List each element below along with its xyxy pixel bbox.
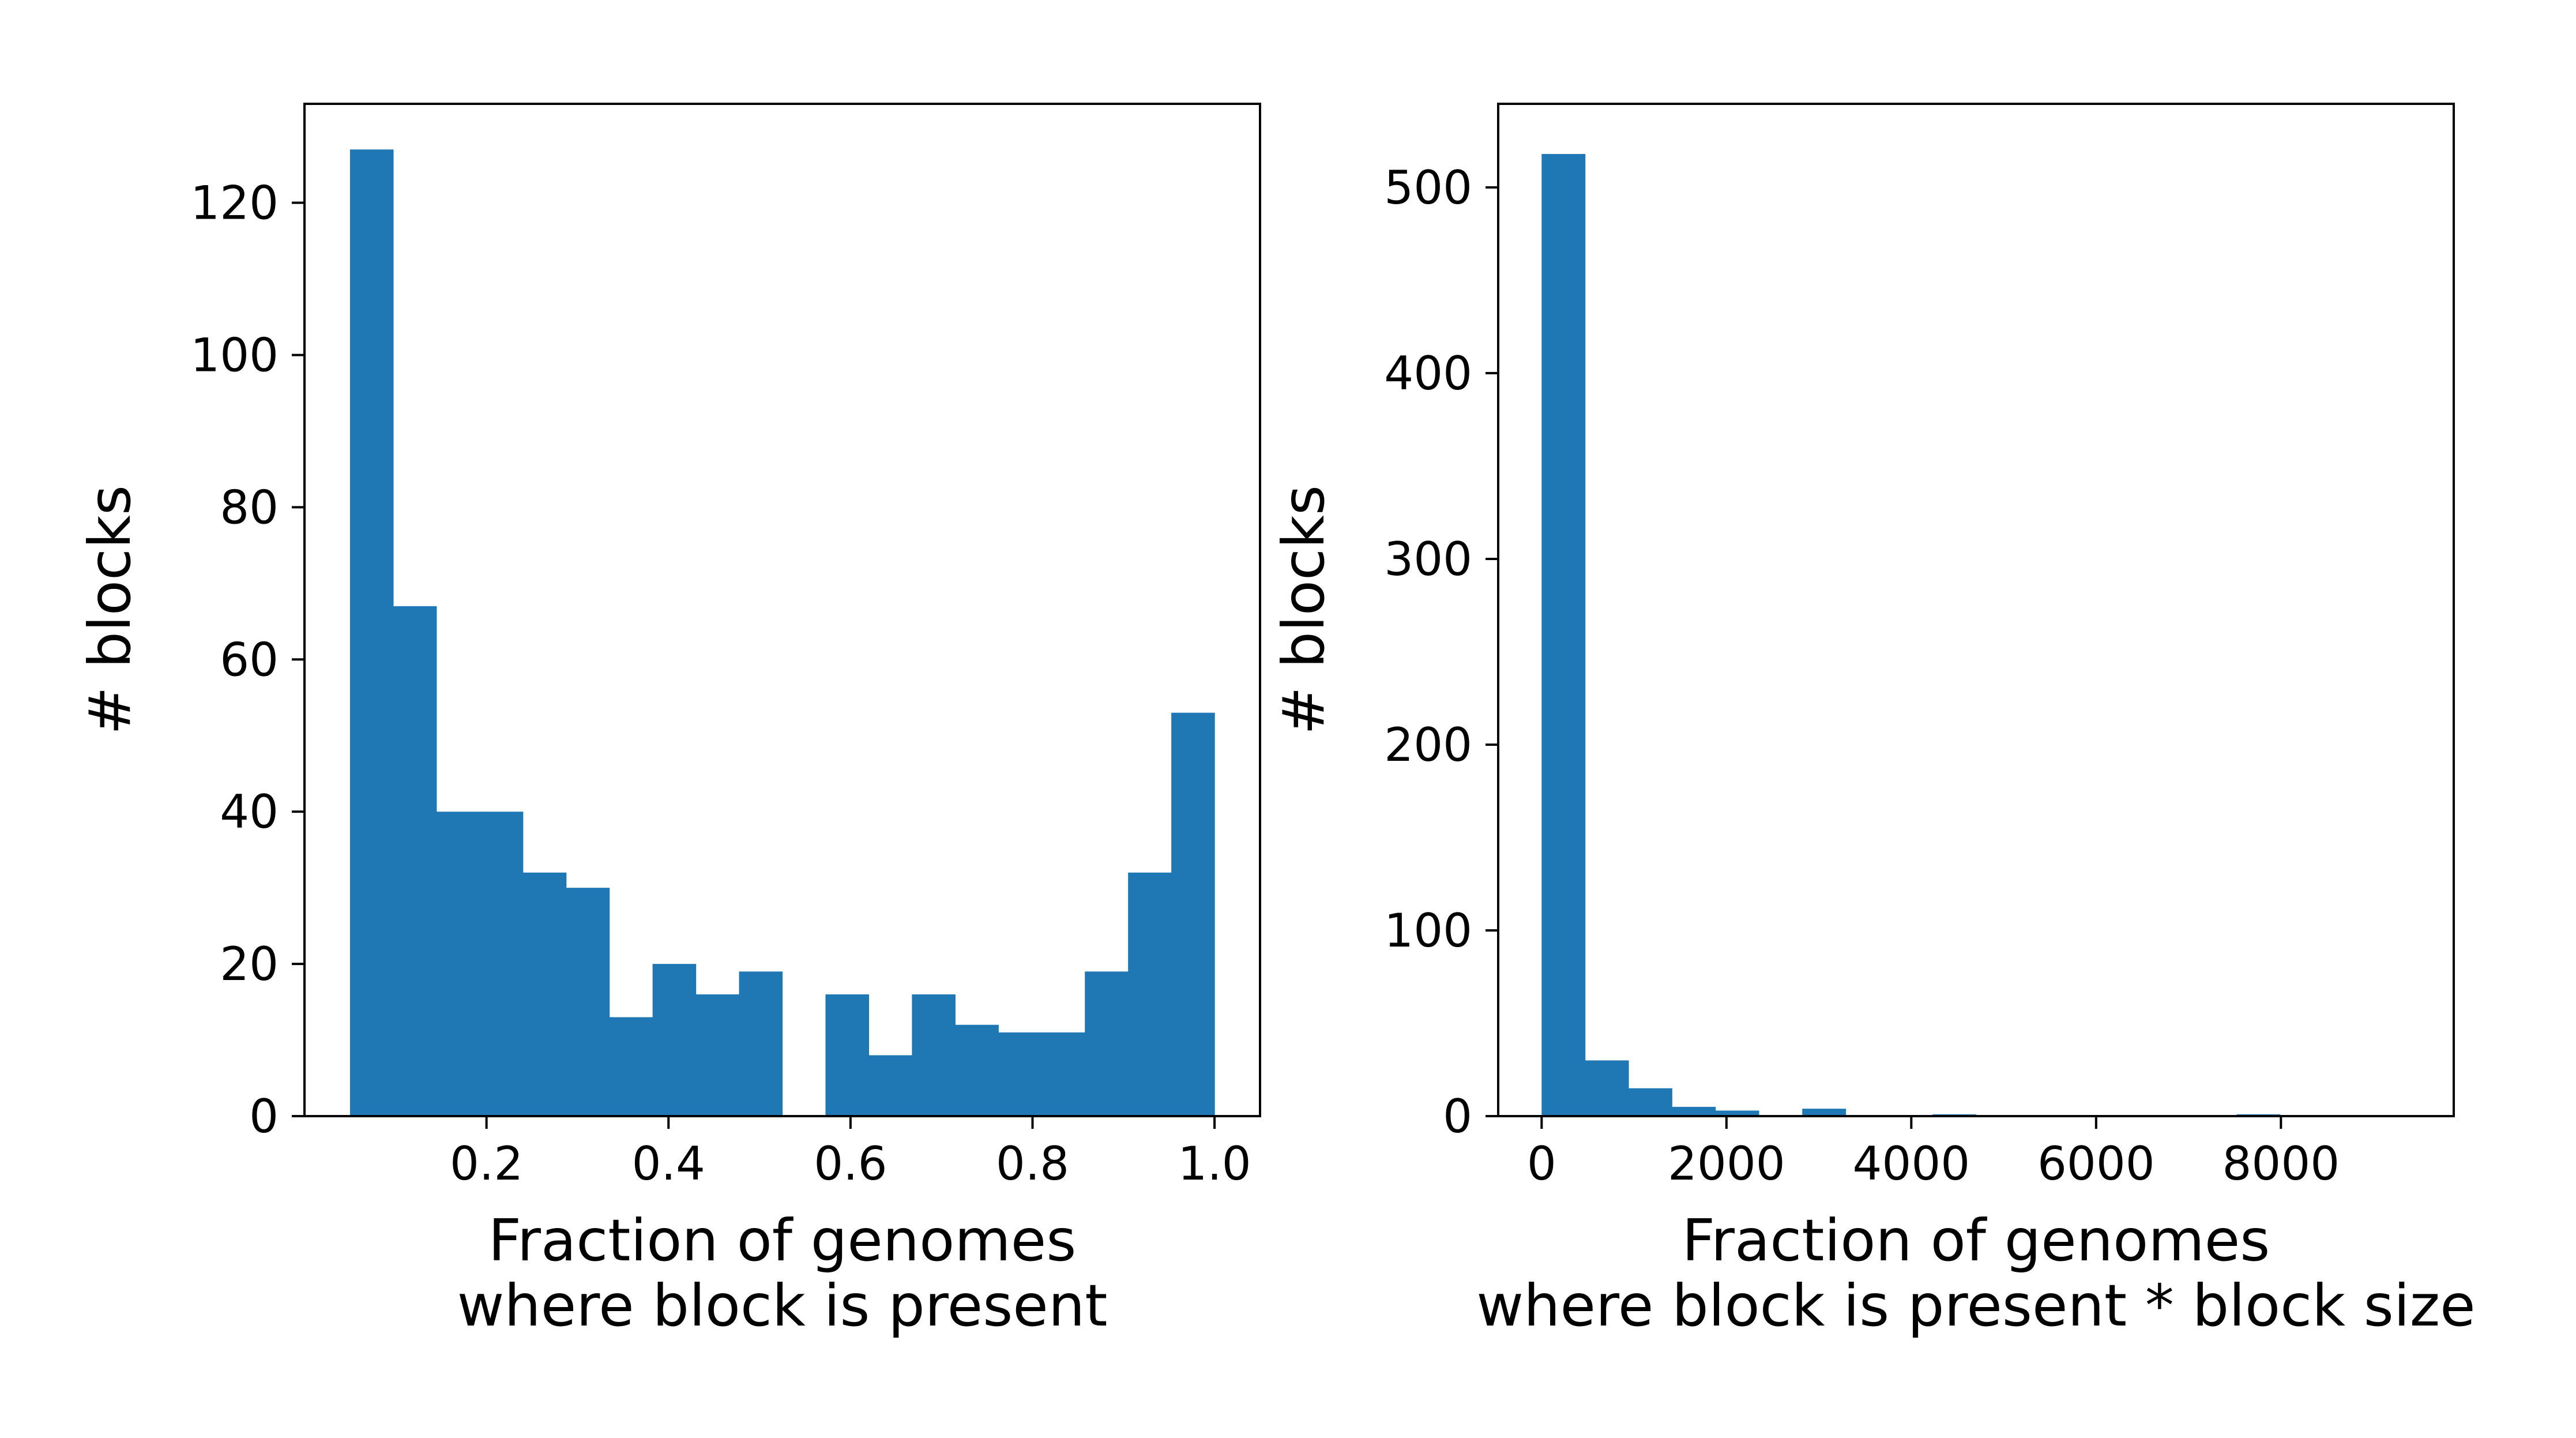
x-tick-label: 0.6 bbox=[814, 1137, 887, 1191]
bars bbox=[1541, 153, 2281, 1116]
x-axis-label: Fraction of genomes bbox=[488, 1207, 1077, 1274]
y-tick-label: 500 bbox=[1384, 161, 1472, 215]
y-tick-label: 120 bbox=[190, 177, 279, 230]
histogram-bar bbox=[955, 1024, 999, 1116]
histogram-bar bbox=[1085, 971, 1129, 1116]
y-tick-label: 100 bbox=[1384, 904, 1472, 958]
histogram-bar bbox=[695, 994, 740, 1116]
histogram-bar bbox=[739, 971, 783, 1116]
y-tick-label: 200 bbox=[1384, 718, 1472, 772]
histogram-bar bbox=[479, 812, 524, 1116]
y-axis-label: # blocks bbox=[1270, 485, 1337, 735]
histogram-bar bbox=[1672, 1106, 1716, 1116]
left-histogram-panel: 0.2 0.4 0.6 0.8 1.0 0 20 40 60 80 100 120 Fraction o… bbox=[76, 103, 1261, 1339]
y-tick-label: 80 bbox=[220, 480, 279, 534]
bars bbox=[349, 149, 1215, 1116]
x-axis-label: where block is present bbox=[457, 1272, 1108, 1339]
histogram-bar bbox=[912, 994, 956, 1116]
histogram-bar bbox=[652, 964, 697, 1116]
histogram-bar bbox=[393, 606, 437, 1116]
y-tick-label: 60 bbox=[220, 633, 279, 686]
histogram-bar bbox=[1585, 1060, 1629, 1116]
histogram-bar bbox=[1171, 712, 1215, 1116]
histogram-bar bbox=[998, 1032, 1042, 1116]
axes-frame bbox=[1497, 103, 2455, 1117]
x-tick-label: 0.4 bbox=[632, 1137, 705, 1191]
x-tick-label: 6000 bbox=[2037, 1137, 2155, 1191]
x-axis-label: where block is present * block size bbox=[1476, 1272, 2475, 1339]
histogram-bar bbox=[566, 888, 610, 1116]
histogram-bar bbox=[522, 872, 567, 1116]
y-tick-label: 100 bbox=[190, 328, 279, 382]
histogram-bar bbox=[1541, 153, 1586, 1116]
histogram-bar bbox=[1128, 872, 1172, 1116]
y-tick-label: 40 bbox=[220, 785, 279, 839]
y-axis-label: # blocks bbox=[76, 485, 144, 735]
histogram-bar bbox=[609, 1017, 653, 1116]
axes-frame bbox=[303, 103, 1261, 1117]
histogram-bar bbox=[825, 994, 870, 1116]
x-tick-label: 8000 bbox=[2222, 1137, 2340, 1191]
y-tick-label: 0 bbox=[1443, 1090, 1472, 1143]
x-tick-label: 4000 bbox=[1853, 1137, 1970, 1191]
histogram-bar bbox=[1715, 1110, 1759, 1116]
right-histogram-panel: 0 2000 4000 6000 8000 0 100 200 300 400 500 Fractio… bbox=[1270, 103, 2476, 1339]
x-tick-label: 0 bbox=[1527, 1137, 1556, 1191]
histogram-bar bbox=[349, 149, 394, 1116]
x-axis-label: Fraction of genomes bbox=[1682, 1207, 2270, 1274]
histogram-bar bbox=[868, 1055, 912, 1116]
y-tick-label: 20 bbox=[220, 937, 279, 991]
x-tick-label: 2000 bbox=[1668, 1137, 1785, 1191]
y-tick-label: 400 bbox=[1384, 347, 1472, 400]
y-tick-label: 300 bbox=[1384, 532, 1472, 586]
x-tick-label: 0.8 bbox=[996, 1137, 1069, 1191]
histogram-bar bbox=[436, 812, 480, 1116]
x-tick-label: 0.2 bbox=[450, 1137, 523, 1191]
histogram-bar bbox=[1628, 1088, 1672, 1116]
histogram-bar bbox=[1802, 1109, 1847, 1116]
histogram-bar bbox=[1041, 1032, 1085, 1116]
y-tick-label: 0 bbox=[249, 1090, 279, 1143]
x-tick-label: 1.0 bbox=[1178, 1137, 1251, 1191]
